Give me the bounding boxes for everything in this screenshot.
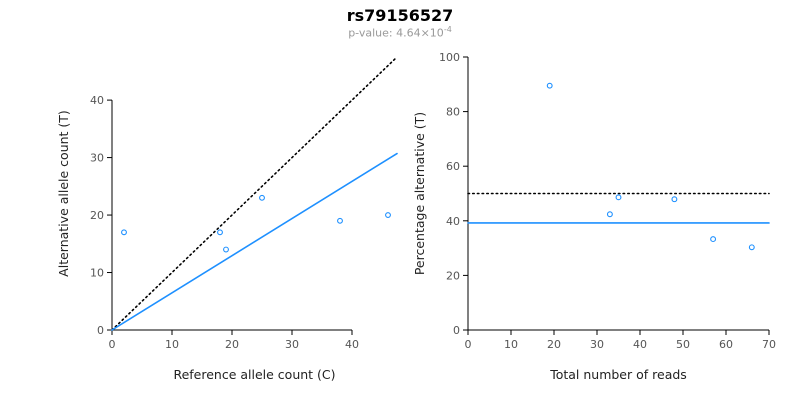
y-tick-label: 40 — [446, 215, 460, 228]
data-point — [671, 196, 678, 203]
data-point — [385, 212, 391, 219]
x-tick-label: 0 — [465, 338, 472, 351]
y-tick-label: 100 — [439, 51, 460, 64]
y-tick-label: 10 — [90, 267, 104, 280]
y-tick-label: 80 — [446, 106, 460, 119]
data-point — [121, 229, 127, 236]
data-point — [748, 244, 755, 251]
y-tick-label: 20 — [90, 209, 104, 222]
x-tick-label: 10 — [165, 338, 179, 351]
x-tick-label: 10 — [504, 338, 518, 351]
y-tick-label: 0 — [97, 324, 104, 337]
data-point — [223, 246, 229, 253]
x-tick-label: 30 — [285, 338, 299, 351]
pvalue-exponent: -4 — [443, 25, 452, 34]
y-axis-title: Alternative allele count (T) — [56, 110, 71, 277]
figure-subtitle: p-value: 4.64×10-4 — [0, 25, 800, 40]
y-tick-label: 20 — [446, 269, 460, 282]
reads-vs-percentage-scatter: 0 10 20 30 40 50 60 70 0 20 40 60 80 100 Total number … — [412, 51, 776, 382]
data-point — [259, 194, 265, 201]
fitted-ratio-line — [111, 152, 398, 331]
data-point — [217, 229, 223, 236]
data-point — [337, 217, 343, 224]
data-point — [615, 194, 622, 201]
identity-dotted-line — [111, 56, 398, 331]
x-tick-label: 70 — [762, 338, 776, 351]
x-tick-label: 60 — [719, 338, 733, 351]
data-point — [606, 211, 613, 218]
figure-title: rs79156527 — [346, 6, 454, 25]
x-tick-label: 0 — [109, 338, 116, 351]
y-axis-title: Percentage alternative (T) — [412, 112, 427, 275]
data-point — [546, 82, 553, 89]
x-tick-label: 40 — [345, 338, 359, 351]
y-tick-label: 0 — [453, 324, 460, 337]
data-point — [710, 236, 717, 243]
y-tick-label: 30 — [90, 152, 104, 165]
x-axis-title: Reference allele count (C) — [173, 367, 335, 382]
x-axis-title: Total number of reads — [549, 367, 687, 382]
x-tick-label: 50 — [676, 338, 690, 351]
x-tick-label: 20 — [225, 338, 239, 351]
ref-vs-alt-scatter: 0 10 20 30 40 0 10 20 30 40 Reference allele count… — [56, 56, 398, 382]
y-tick-label: 60 — [446, 160, 460, 173]
x-tick-label: 20 — [547, 338, 561, 351]
pvalue-text: p-value: 4.64×10 — [348, 26, 444, 40]
x-tick-label: 30 — [590, 338, 604, 351]
x-tick-label: 40 — [633, 338, 647, 351]
y-tick-label: 40 — [90, 94, 104, 107]
